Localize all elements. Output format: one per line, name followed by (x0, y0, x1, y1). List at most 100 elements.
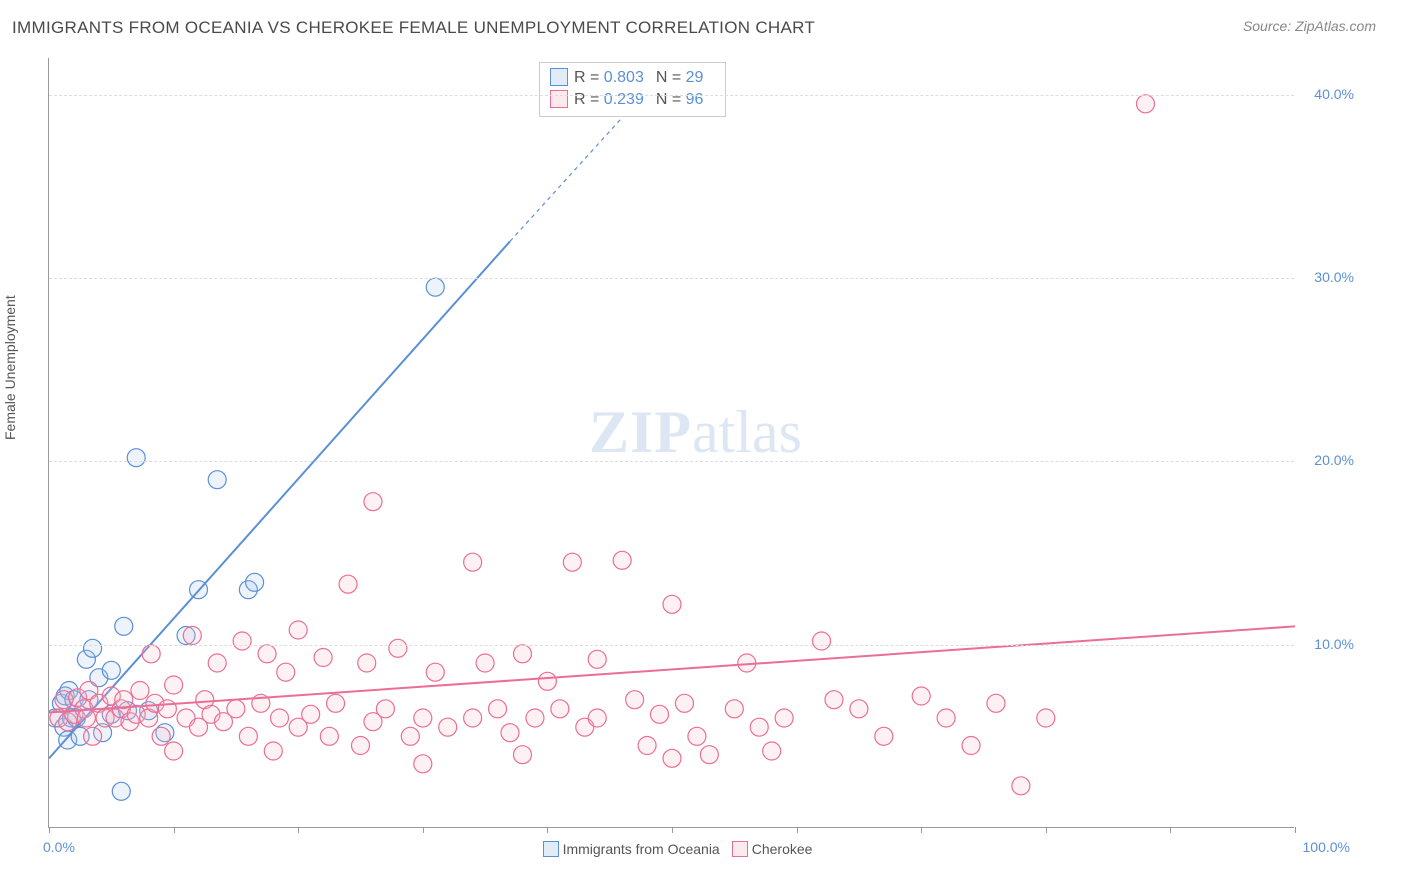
data-point (233, 632, 251, 650)
data-point (277, 663, 295, 681)
data-point (258, 645, 276, 663)
data-point (239, 727, 257, 745)
data-point (1037, 709, 1055, 727)
data-point (158, 700, 176, 718)
data-point (77, 709, 95, 727)
data-point (246, 573, 264, 591)
data-point (320, 727, 338, 745)
data-point (401, 727, 419, 745)
x-axis-legend: Immigrants from Oceania Cherokee (49, 841, 1294, 857)
data-point (937, 709, 955, 727)
data-point (663, 595, 681, 613)
y-axis-label: Female Unemployment (2, 295, 18, 440)
data-point (688, 727, 706, 745)
chart-title: IMMIGRANTS FROM OCEANIA VS CHEROKEE FEMA… (12, 18, 815, 38)
stat-row: R = 0.803N = 29 (550, 67, 715, 89)
x-tick-mark (423, 827, 424, 833)
data-point (289, 621, 307, 639)
data-point (850, 700, 868, 718)
data-point (613, 551, 631, 569)
source-attribution: Source: ZipAtlas.com (1243, 18, 1376, 34)
data-point (183, 627, 201, 645)
x-tick-mark (174, 827, 175, 833)
stat-row: R = 0.239N = 96 (550, 89, 715, 111)
data-point (426, 278, 444, 296)
data-point (588, 650, 606, 668)
trend-line (49, 241, 510, 758)
data-point (526, 709, 544, 727)
data-point (389, 639, 407, 657)
y-tick-label: 40.0% (1314, 86, 1354, 102)
data-point (439, 718, 457, 736)
data-point (352, 737, 370, 755)
x-tick-mark (797, 827, 798, 833)
data-point (339, 575, 357, 593)
data-point (414, 755, 432, 773)
data-point (1136, 95, 1154, 113)
data-point (626, 691, 644, 709)
data-point (489, 700, 507, 718)
data-point (376, 700, 394, 718)
data-point (264, 742, 282, 760)
gridline (49, 278, 1294, 279)
data-point (84, 639, 102, 657)
data-point (700, 746, 718, 764)
data-point (358, 654, 376, 672)
series-swatch (550, 68, 568, 86)
data-point (271, 709, 289, 727)
data-point (551, 700, 569, 718)
data-point (875, 727, 893, 745)
x-tick-mark (547, 827, 548, 833)
data-point (813, 632, 831, 650)
data-point (464, 709, 482, 727)
legend-label: Cherokee (752, 841, 813, 857)
data-point (563, 553, 581, 571)
y-tick-label: 20.0% (1314, 452, 1354, 468)
data-point (651, 705, 669, 723)
data-point (962, 737, 980, 755)
data-point (750, 718, 768, 736)
gridline (49, 645, 1294, 646)
data-point (825, 691, 843, 709)
data-point (302, 705, 320, 723)
x-tick-mark (1170, 827, 1171, 833)
x-tick-label: 100.0% (1303, 839, 1350, 855)
gridline (49, 95, 1294, 96)
x-tick-label: 0.0% (43, 839, 75, 855)
data-point (1012, 777, 1030, 795)
data-point (513, 746, 531, 764)
x-tick-mark (1295, 827, 1296, 833)
data-point (987, 694, 1005, 712)
data-point (638, 737, 656, 755)
data-point (663, 749, 681, 767)
scatter-chart-svg (49, 58, 1295, 828)
data-point (675, 694, 693, 712)
data-point (208, 471, 226, 489)
x-tick-mark (672, 827, 673, 833)
data-point (112, 782, 130, 800)
data-point (763, 742, 781, 760)
y-tick-label: 30.0% (1314, 269, 1354, 285)
data-point (912, 687, 930, 705)
x-tick-mark (921, 827, 922, 833)
data-point (227, 700, 245, 718)
correlation-stats-box: R = 0.803N = 29R = 0.239N = 96 (539, 62, 726, 117)
data-point (464, 553, 482, 571)
data-point (208, 654, 226, 672)
data-point (314, 649, 332, 667)
x-tick-mark (49, 827, 50, 833)
data-point (142, 645, 160, 663)
data-point (414, 709, 432, 727)
data-point (127, 449, 145, 467)
data-point (102, 661, 120, 679)
legend-label: Immigrants from Oceania (563, 841, 720, 857)
data-point (588, 709, 606, 727)
x-tick-mark (1046, 827, 1047, 833)
legend-swatch (543, 841, 559, 857)
data-point (775, 709, 793, 727)
data-point (513, 645, 531, 663)
gridline (49, 461, 1294, 462)
data-point (364, 493, 382, 511)
data-point (152, 727, 170, 745)
trend-line-dashed (510, 104, 635, 242)
